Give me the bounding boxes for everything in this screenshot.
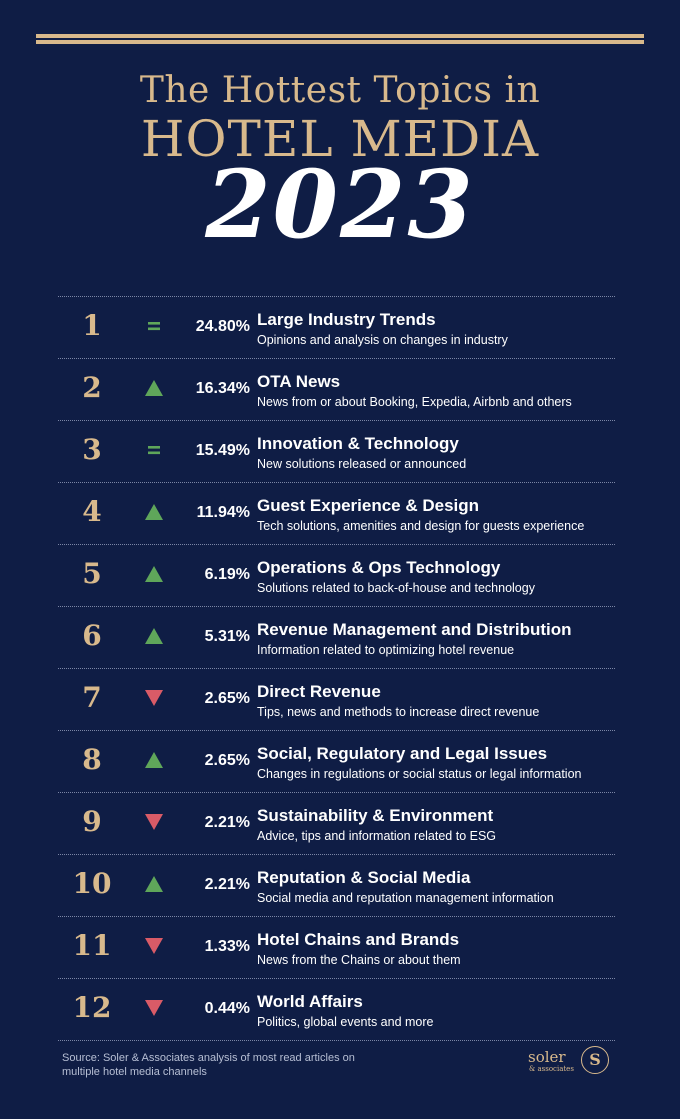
source-line-2: multiple hotel media channels [62,1066,207,1078]
rank-number: 7 [82,681,102,714]
trend-up-icon [140,626,168,648]
topic-description: Social media and reputation management i… [257,891,554,905]
percent-value: 16.34% [195,380,250,397]
topic-title: Direct Revenue [257,682,381,701]
rank-number: 10 [72,867,112,900]
topic-description: News from the Chains or about them [257,953,461,967]
topic-description: Information related to optimizing hotel … [257,643,515,657]
table-row: 3 15.49% Innovation & Technology New soluti… [58,420,615,482]
topic-title: Social, Regulatory and Legal Issues [257,744,548,763]
percent-value: 2.65% [204,752,250,769]
topic-description: Tips, news and methods to increase direc… [257,705,540,719]
topics-table: 1 24.80% Large Industry Trends Opinions and… [58,296,615,1041]
rank-number: 2 [82,371,102,404]
table-row: 9 2.21% Sustainability & Environment Advice… [58,792,615,854]
trend-up-icon [140,378,168,400]
source-line-1: Source: Soler & Associates analysis of m… [62,1052,355,1064]
percent-value: 15.49% [195,442,250,459]
top-rule-inner [36,40,644,44]
trend-equal-icon [140,316,168,338]
top-rule [36,34,644,38]
rank-number: 12 [72,991,112,1024]
topic-description: News from or about Booking, Expedia, Air… [257,395,572,409]
table-row: 11 1.33% Hotel Chains and Brands News from … [58,916,615,978]
trend-down-icon [140,812,168,834]
percent-value: 6.19% [204,566,250,583]
topic-title: World Affairs [257,992,363,1011]
topic-title: OTA News [257,372,341,391]
logo-mark-icon: S [581,1046,609,1074]
topic-description: New solutions released or announced [257,457,467,471]
rank-number: 11 [72,929,112,962]
topic-description: Changes in regulations or social status … [257,767,582,781]
rank-number: 9 [82,805,102,838]
topic-description: Politics, global events and more [257,1015,434,1029]
topic-title: Large Industry Trends [257,310,436,329]
percent-value: 2.21% [204,876,250,893]
rank-number: 5 [82,557,102,590]
trend-up-icon [140,750,168,772]
topic-title: Hotel Chains and Brands [257,930,460,949]
trend-down-icon [140,688,168,710]
rank-number: 1 [82,309,102,342]
topic-title: Sustainability & Environment [257,806,494,825]
trend-down-icon [140,998,168,1020]
title-year: 2023 [205,150,475,260]
percent-value: 24.80% [195,318,250,335]
percent-value: 2.21% [204,814,250,831]
table-row: 6 5.31% Revenue Management and Distributio… [58,606,615,668]
rank-number: 3 [82,433,102,466]
trend-equal-icon [140,440,168,462]
table-row: 5 6.19% Operations & Ops Technology Solutio… [58,544,615,606]
logo-word: soler [528,1048,566,1066]
title-line-1: The Hottest Topics in [139,70,541,111]
percent-value: 11.94% [196,504,250,521]
rank-number: 8 [82,743,102,776]
topic-description: Opinions and analysis on changes in indu… [257,333,508,347]
table-row: 8 2.65% Social, Regulatory and Legal Issue… [58,730,615,792]
topic-title: Revenue Management and Distribution [257,620,572,639]
percent-value: 0.44% [204,1000,250,1017]
topic-title: Reputation & Social Media [257,868,471,887]
topic-title: Operations & Ops Technology [257,558,501,577]
topic-description: Tech solutions, amenities and design for… [257,519,585,533]
rank-number: 4 [82,495,102,528]
rank-number: 6 [82,619,102,652]
trend-up-icon [140,502,168,524]
topic-description: Advice, tips and information related to … [257,829,497,843]
table-row: 4 11.94% Guest Experience & Design Tech sol… [58,482,615,544]
source-note: Source: Soler & Associates analysis of m… [62,1051,392,1079]
table-row: 7 2.65% Direct Revenue Tips, news and metho… [58,668,615,730]
topic-title: Guest Experience & Design [257,496,480,515]
soler-logo: soler & associates S [528,1046,609,1076]
percent-value: 5.31% [204,628,250,645]
topic-description: Solutions related to back-of-house and t… [257,581,535,595]
topic-title: Innovation & Technology [257,434,459,453]
table-row: 10 2.21% Reputation & Social Media Social m… [58,854,615,916]
trend-up-icon [140,564,168,586]
percent-value: 2.65% [204,690,250,707]
trend-down-icon [140,936,168,958]
table-row: 12 0.44% World Affairs Politics, global eve… [58,978,615,1041]
percent-value: 1.33% [204,938,250,955]
logo-subtitle: & associates [529,1065,574,1073]
title-line-2: HOTEL MEDIA [140,110,540,168]
table-row: 1 24.80% Large Industry Trends Opinions and… [58,296,615,358]
table-row: 2 16.34% OTA News News from or about Bookin… [58,358,615,420]
trend-up-icon [140,874,168,896]
